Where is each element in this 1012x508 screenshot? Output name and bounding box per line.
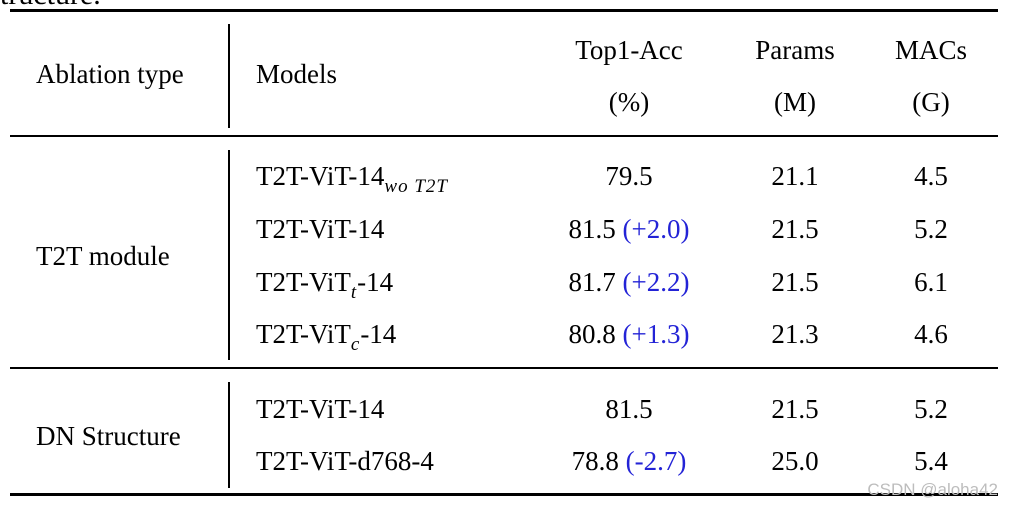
macs-cell: 6.1 <box>914 267 948 297</box>
group2-divider <box>228 382 230 488</box>
header-models: Models <box>256 59 337 89</box>
header-ablation-type: Ablation type <box>36 59 184 89</box>
model-cell: T2T-ViT-14 <box>256 214 385 244</box>
header-top1-acc: Top1-Acc <box>575 35 683 65</box>
acc-cell: 80.8 (+1.3) <box>568 319 690 349</box>
macs-cell: 5.2 <box>914 214 948 244</box>
acc-delta: (+2.2) <box>622 267 690 297</box>
header-rule <box>10 135 998 137</box>
model-cell: T2T-ViTc-14 <box>256 319 397 355</box>
model-cell: T2T-ViT-14wo T2T <box>256 161 448 197</box>
top-rule <box>10 9 998 12</box>
macs-cell: 4.5 <box>914 161 948 191</box>
acc-cell: 79.5 <box>605 161 653 191</box>
params-cell: 25.0 <box>771 446 819 476</box>
group-label-t2t-module: T2T module <box>36 241 170 271</box>
acc-cell: 78.8 (-2.7) <box>571 446 687 476</box>
header-params: Params <box>755 35 835 65</box>
macs-cell: 5.4 <box>914 446 948 476</box>
model-cell: T2T-ViT-14 <box>256 394 385 424</box>
params-cell: 21.3 <box>771 319 819 349</box>
acc-cell: 81.7 (+2.2) <box>568 267 690 297</box>
header-top1-acc-unit: (%) <box>608 87 650 117</box>
header-macs: MACs <box>894 35 968 65</box>
params-cell: 21.5 <box>771 267 819 297</box>
watermark: CSDN @aloha42 <box>867 480 998 499</box>
model-cell: T2T-ViTt-14 <box>256 267 394 303</box>
acc-delta: (-2.7) <box>625 446 687 476</box>
bottom-rule <box>10 493 998 496</box>
header-divider <box>228 24 230 128</box>
acc-delta: (+1.3) <box>622 319 690 349</box>
acc-cell: 81.5 (+2.0) <box>568 214 690 244</box>
header-params-unit: (M) <box>774 87 816 117</box>
macs-cell: 5.2 <box>914 394 948 424</box>
params-cell: 21.5 <box>771 394 819 424</box>
macs-cell: 4.6 <box>914 319 948 349</box>
model-cell: T2T-ViT-d768-4 <box>256 446 434 476</box>
group-label-dn-structure: DN Structure <box>36 421 181 451</box>
group-rule <box>10 367 998 369</box>
acc-cell: 81.5 <box>605 394 653 424</box>
params-cell: 21.5 <box>771 214 819 244</box>
header-macs-unit: (G) <box>912 87 950 117</box>
caption-fragment: tructure. <box>0 0 101 12</box>
group1-divider <box>228 150 230 360</box>
params-cell: 21.1 <box>771 161 819 191</box>
acc-delta: (+2.0) <box>622 214 690 244</box>
